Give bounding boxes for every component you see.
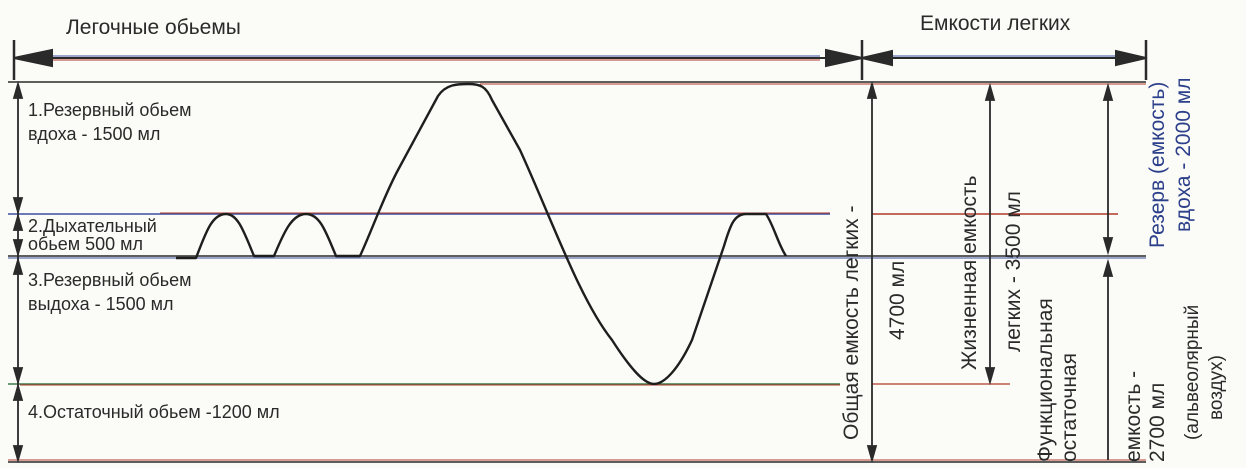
header-arrows [12, 40, 1148, 80]
volume-3-value: выдоха - 1500 мл [28, 294, 174, 314]
volume-1-label: 1.Резервный обьем [28, 100, 192, 120]
total-capacity-label: Общая емкость легких - [840, 206, 863, 440]
frc-right-label-4: воздух) [1206, 355, 1227, 420]
inspiratory-capacity-value: вдоха - 2000 мл [1172, 78, 1195, 232]
arrowhead-right [825, 48, 863, 68]
frc-label-2: остаточная [1058, 353, 1081, 462]
capacities-header: Емкости легких [920, 12, 1071, 35]
volume-2-value: обьем 500 мл [28, 234, 143, 254]
volume-3-label: 3.Резервный обьем [28, 270, 192, 290]
spirogram-curve [176, 82, 788, 386]
total-capacity-value: 4700 мл [886, 261, 909, 340]
volume-1-value: вдоха - 1500 мл [28, 124, 160, 144]
capacity-arrows [866, 80, 1114, 464]
capacity-labels: Общая емкость легких - 4700 мл Жизненная… [840, 78, 1227, 462]
vital-capacity-label: Жизненная емкость [958, 176, 981, 370]
volume-4-label: 4.Остаточный обьем -1200 мл [28, 402, 280, 422]
volume-2-label: 2.Дыхательный [28, 216, 157, 236]
vital-capacity-value: легких - 3500 мл [1002, 191, 1025, 352]
volume-arrows [12, 80, 24, 464]
frc-right-label-3: (альвеолярный [1182, 305, 1203, 440]
volume-labels: 1.Резервный обьем вдоха - 1500 мл 2.Дыха… [28, 100, 280, 422]
frc-right-label-1: емкость - [1122, 371, 1145, 462]
arrowhead-left [13, 48, 53, 68]
volumes-header: Легочные обьемы [66, 16, 241, 39]
inspiratory-capacity-label: Резерв (емкость) [1146, 82, 1169, 248]
frc-label-1: Функциональная [1034, 298, 1057, 462]
frc-right-label-2: 2700 мл [1146, 383, 1169, 462]
